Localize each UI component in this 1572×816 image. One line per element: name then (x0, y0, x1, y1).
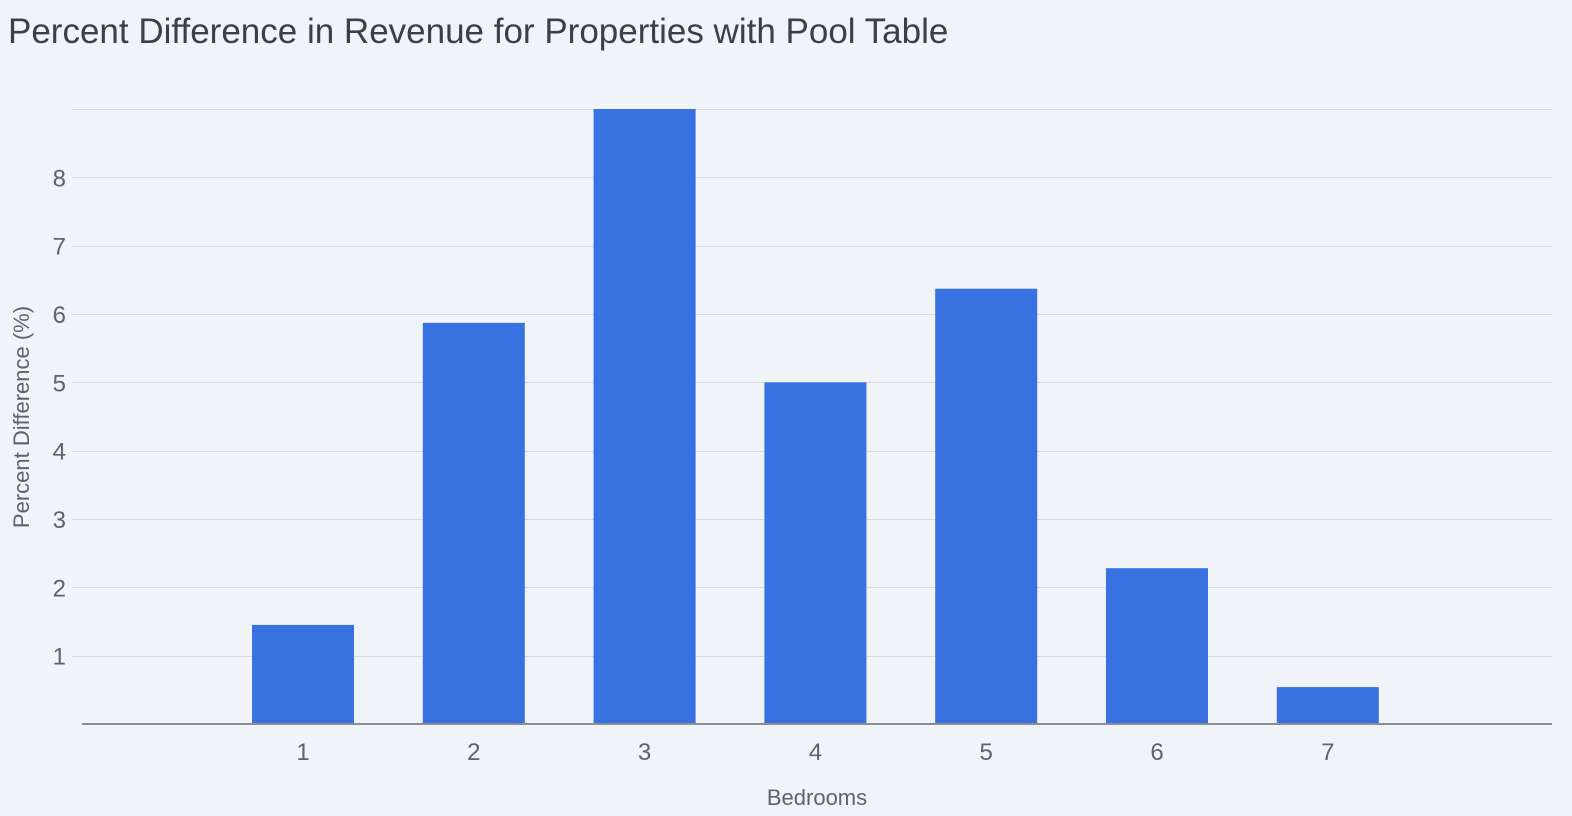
x-tick-label: 4 (809, 739, 822, 766)
x-tick-label: 7 (1321, 739, 1334, 766)
y-tick-label: 7 (53, 234, 66, 261)
bars-layer (252, 109, 1379, 724)
bar-bedrooms-3 (593, 109, 696, 724)
x-tick-label: 6 (1150, 739, 1163, 766)
x-axis-title: Bedrooms (767, 785, 867, 810)
y-tick-label: 2 (53, 575, 66, 602)
bar-bedrooms-5 (935, 288, 1038, 724)
x-tick-label: 2 (467, 739, 480, 766)
y-tick-label: 5 (53, 370, 66, 397)
y-axis-title: Percent Difference (%) (9, 306, 34, 528)
y-tick-label: 8 (53, 165, 66, 192)
y-tick-label: 3 (53, 507, 66, 534)
x-tick-label: 1 (296, 739, 309, 766)
bar-bedrooms-2 (422, 322, 525, 724)
y-tick-label: 4 (53, 439, 66, 466)
bar-bedrooms-6 (1106, 568, 1208, 724)
bar-bedrooms-1 (252, 624, 354, 724)
y-tick-label: 1 (53, 644, 66, 671)
x-tick-label: 5 (980, 739, 993, 766)
x-tick-labels: 1 2 3 4 5 6 7 (296, 739, 1334, 766)
bar-bedrooms-4 (764, 382, 867, 724)
y-tick-label: 6 (53, 302, 66, 329)
y-tick-labels: 1 2 3 4 5 6 7 8 (53, 165, 66, 670)
x-tick-label: 3 (638, 739, 651, 766)
chart-title: Percent Difference in Revenue for Proper… (8, 12, 949, 51)
bar-bedrooms-7 (1276, 687, 1379, 724)
